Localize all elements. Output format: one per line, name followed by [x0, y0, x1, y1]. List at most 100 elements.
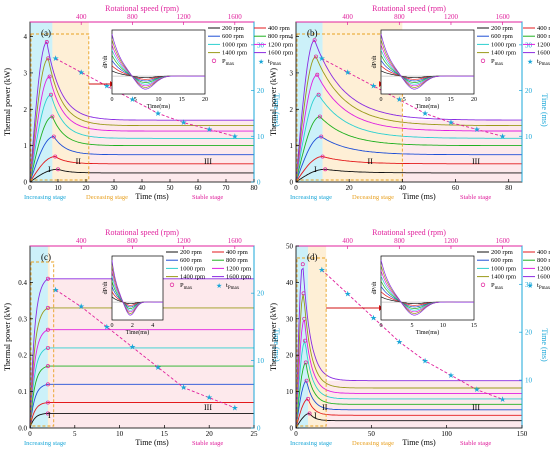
right-tick-label: 30 — [525, 281, 533, 289]
tpmax-point: ★ — [473, 125, 480, 134]
right-axis-label: Time (ms) — [540, 328, 549, 362]
top-tick-label: 400 — [76, 237, 87, 245]
y-axis-label: Thermal power (kW) — [3, 303, 12, 371]
legend-label: 600 rpm — [222, 33, 244, 40]
pmax-point — [323, 167, 328, 172]
inset-series-line — [380, 259, 474, 316]
y-tick-label: 3 — [24, 69, 28, 77]
legend-label: 1600 rpm — [537, 274, 550, 281]
inset-x-tick-label: 10 — [425, 97, 431, 103]
x-tick-label: 40 — [399, 184, 407, 192]
stage-caption: Stable stage — [192, 440, 223, 447]
series-line — [29, 402, 254, 429]
stage-roman: II — [76, 157, 82, 166]
y-tick-label: 30 — [286, 315, 294, 323]
y-tick-label: 0.0 — [18, 425, 27, 433]
stage-caption: Increasing stage — [24, 194, 66, 201]
x-tick-label: 20 — [83, 184, 91, 192]
inset-x-label: Time(ms) — [147, 103, 170, 110]
inset-x-tick-label: 2 — [131, 323, 134, 329]
series-line — [29, 136, 254, 183]
x-tick-label: 20 — [206, 430, 214, 438]
series-line — [29, 365, 254, 429]
top-tick-label: 400 — [76, 13, 87, 21]
series-line — [295, 362, 522, 429]
legend-label: 1200 rpm — [226, 265, 251, 272]
panel-letter: (a) — [41, 28, 51, 38]
tpmax-point: ★ — [231, 132, 238, 141]
panel-letter: (b) — [307, 28, 318, 38]
x-axis-label: Time (ms) — [135, 192, 169, 201]
pmax-point — [45, 364, 50, 369]
inset-x-tick-label: 0 — [380, 323, 383, 329]
zoom-box — [30, 261, 55, 427]
legend-tpmax-sub: Pmax — [228, 286, 240, 291]
y-tick-label: 2 — [24, 106, 28, 114]
tpmax-point: ★ — [206, 393, 213, 402]
legend-label: 1000 rpm — [180, 265, 205, 272]
stage-roman: I — [314, 411, 317, 420]
pmax-point — [44, 40, 49, 44]
decreasing-region — [52, 22, 89, 182]
y-axis-label: Thermal power (kW) — [269, 68, 278, 136]
series-line — [295, 319, 522, 429]
tpmax-point: ★ — [180, 383, 187, 392]
inset-x-tick-label: 10 — [440, 323, 446, 329]
pmax-point — [50, 114, 55, 119]
series-line — [295, 168, 522, 183]
x-tick-label: 80 — [251, 184, 259, 192]
y-tick-label: 10 — [286, 388, 294, 396]
pmax-point — [319, 134, 324, 139]
series-line — [295, 398, 522, 429]
legend-label: 1400 rpm — [222, 50, 247, 57]
y-tick-label: 0 — [24, 179, 28, 187]
top-tick-label: 400 — [342, 237, 353, 245]
right-tick-label: 20 — [257, 87, 265, 95]
y-tick-label: 0.2 — [18, 352, 27, 360]
pmax-point — [45, 327, 50, 332]
tpmax-point: ★ — [103, 322, 110, 331]
series-line — [29, 156, 254, 183]
pmax-point — [45, 305, 50, 310]
inset-frame — [111, 255, 164, 321]
inset: 0 5 10 15 Time(ms) dP/dt — [372, 255, 477, 336]
tpmax-point: ★ — [499, 132, 506, 141]
series-line — [295, 293, 522, 429]
pmax-point — [45, 400, 50, 405]
tpmax-trend-line — [321, 58, 503, 137]
y-tick-label: 3 — [290, 69, 294, 77]
x-tick-label: 40 — [139, 184, 147, 192]
inset-x-tick-label: 5 — [403, 97, 406, 103]
stage-roman: III — [204, 157, 212, 166]
tpmax-point: ★ — [447, 371, 454, 380]
legend-label: 200 rpm — [222, 25, 244, 32]
stage-caption: Deceasing stage — [86, 194, 128, 201]
stage-caption: Deceasing stage — [352, 194, 394, 201]
top-tick-label: 1200 — [177, 237, 192, 245]
x-tick-label: 5 — [73, 430, 77, 438]
legend-label: 1200 rpm — [537, 265, 550, 272]
inset-x-tick-label: 15 — [179, 97, 185, 103]
right-tick-label: 10 — [525, 133, 533, 141]
x-tick-label: 50 — [368, 430, 376, 438]
legend-tpmax-label: tPmax — [537, 58, 550, 67]
right-tick-label: 0 — [257, 425, 261, 433]
y-axis-label: Thermal power (kW) — [3, 68, 12, 136]
right-tick-label: 20 — [525, 87, 533, 95]
legend-label: 1400 rpm — [180, 274, 205, 281]
inset-x-label: Time(ms) — [416, 103, 439, 110]
stage-caption: Stable stage — [192, 194, 223, 201]
tpmax-point: ★ — [370, 313, 377, 322]
tpmax-trend-line — [321, 269, 503, 400]
series-line — [29, 168, 254, 183]
stage-caption: Deceasing stage — [352, 440, 394, 447]
inset-y-label: dP/dt — [372, 281, 378, 294]
x-tick-label: 60 — [452, 184, 460, 192]
inset-frame — [111, 29, 206, 95]
x-tick-label: 20 — [346, 184, 354, 192]
legend-label: 200 rpm — [491, 25, 513, 32]
tpmax-point: ★ — [52, 285, 59, 294]
